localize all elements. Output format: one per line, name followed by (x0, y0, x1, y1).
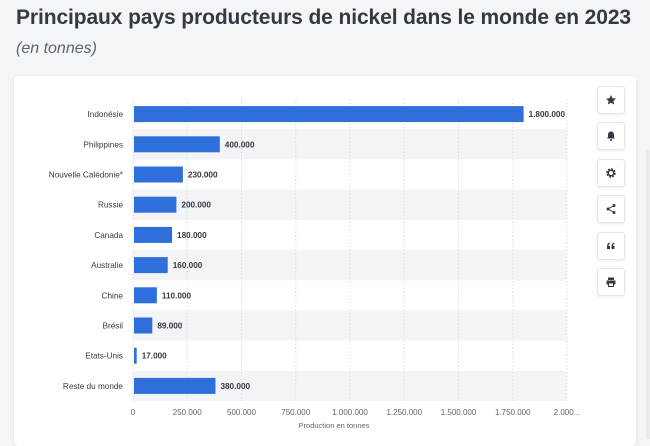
x-tick-label: 1.500.000 (441, 408, 477, 417)
category-label: Russie (98, 201, 123, 210)
x-tick-label: 1.000.000 (332, 408, 368, 417)
x-tick-label: 0 (131, 408, 136, 417)
value-label: 1.800.000 (529, 110, 566, 119)
category-label: Indonésie (87, 110, 123, 119)
x-axis-title: Production en tonnes (299, 421, 370, 430)
share-icon (606, 204, 616, 215)
page-edge-divider (646, 150, 650, 439)
chart-toolbar (597, 86, 627, 304)
category-label: Nouvelle Calédonie* (49, 171, 124, 180)
x-tick-label: 2.000... (554, 408, 581, 417)
quote-icon (607, 242, 615, 249)
settings-button[interactable] (597, 158, 625, 187)
favorite-button[interactable] (597, 86, 625, 114)
x-tick-label: 1.750.000 (495, 408, 531, 417)
bar-chart: 0 250.000 500.000 750.000 1.000.000 1.250.000… (49, 99, 581, 430)
bar (134, 196, 177, 213)
category-label: Chine (102, 291, 124, 300)
value-label: 180.000 (177, 231, 207, 240)
x-tick-label: 750.000 (281, 408, 310, 417)
bar (134, 136, 220, 153)
print-button[interactable] (597, 267, 625, 296)
value-label: 380.000 (220, 382, 250, 391)
value-label: 200.000 (181, 201, 211, 210)
bar (134, 166, 183, 183)
category-label: Australie (91, 261, 123, 270)
chart-card: 0 250.000 500.000 750.000 1.000.000 1.250.000… (14, 76, 636, 446)
share-button[interactable] (597, 195, 625, 224)
bar (134, 287, 157, 304)
page-title: Principaux pays producteurs de nickel da… (16, 6, 631, 29)
value-label: 89.000 (157, 322, 182, 331)
cite-button[interactable] (597, 231, 625, 260)
value-label: 17.000 (142, 352, 167, 361)
notification-button[interactable] (597, 122, 625, 151)
category-label: Etats-Unis (85, 352, 123, 361)
bar (134, 106, 524, 123)
bar (134, 257, 168, 274)
value-label: 160.000 (173, 261, 203, 270)
row-band (133, 310, 567, 341)
x-tick-label: 1.250.000 (386, 408, 422, 417)
category-label: Canada (94, 231, 123, 240)
star-icon (606, 95, 616, 105)
gear-icon (606, 168, 616, 178)
category-label: Brésil (103, 322, 124, 331)
value-label: 110.000 (162, 291, 192, 300)
bar (134, 317, 153, 334)
value-label: 230.000 (188, 171, 218, 180)
x-tick-label: 500.000 (227, 408, 256, 417)
bell-icon (607, 131, 615, 142)
x-tick-label: 250.000 (173, 408, 202, 417)
bar (134, 377, 216, 394)
value-label: 400.000 (225, 140, 255, 149)
category-label: Reste du monde (63, 382, 124, 391)
page-subtitle: (en tonnes) (16, 40, 97, 57)
bar (134, 226, 173, 243)
bar (134, 347, 137, 364)
category-label: Philippines (83, 140, 123, 149)
print-icon (606, 277, 616, 287)
